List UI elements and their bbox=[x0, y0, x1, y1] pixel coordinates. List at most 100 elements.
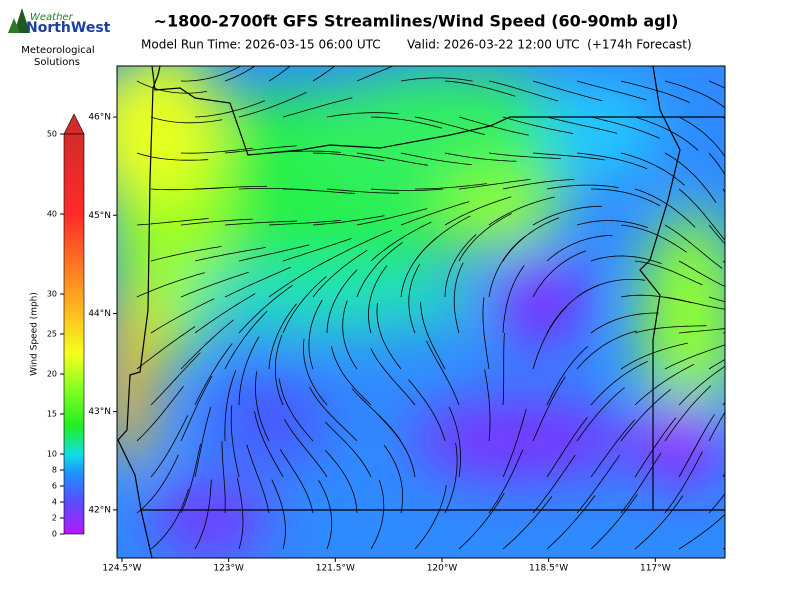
streamline bbox=[444, 234, 477, 298]
streamline bbox=[576, 454, 621, 514]
colorbar-tick-label: 8 bbox=[52, 466, 57, 475]
streamline bbox=[488, 236, 526, 298]
colorbar-label: Wind Speed (mph) bbox=[30, 292, 40, 376]
streamline bbox=[722, 472, 725, 478]
streamline bbox=[722, 401, 725, 406]
streamline bbox=[502, 116, 574, 134]
streamline bbox=[303, 339, 328, 406]
streamline bbox=[420, 301, 446, 370]
subtitle: Valid: 2026-03-22 12:00 UTC (+174h Forec… bbox=[407, 38, 692, 52]
streamline bbox=[634, 363, 695, 406]
streamline bbox=[194, 406, 212, 478]
colorbar-tick-label: 40 bbox=[47, 210, 57, 219]
streamline bbox=[444, 80, 516, 97]
streamline bbox=[194, 343, 233, 406]
streamline bbox=[532, 454, 576, 514]
streamline bbox=[546, 417, 588, 478]
streamline bbox=[664, 296, 725, 310]
streamline bbox=[275, 334, 284, 406]
streamline bbox=[180, 375, 213, 442]
streamline bbox=[342, 300, 358, 370]
map-frame bbox=[116, 65, 726, 559]
streamline bbox=[576, 279, 646, 298]
streamline bbox=[634, 325, 707, 334]
streamline bbox=[546, 495, 596, 550]
streamline bbox=[400, 201, 470, 226]
streamline bbox=[590, 361, 648, 406]
streamline bbox=[634, 417, 677, 478]
streamline bbox=[546, 116, 618, 134]
streamline bbox=[453, 262, 464, 334]
streamline bbox=[180, 443, 201, 514]
streamline bbox=[664, 80, 725, 109]
streamline bbox=[312, 215, 385, 226]
streamline bbox=[664, 344, 725, 370]
streamline bbox=[620, 452, 662, 514]
streamline bbox=[408, 379, 446, 442]
streamline bbox=[194, 247, 266, 262]
streamline bbox=[620, 152, 685, 186]
streamline bbox=[224, 220, 297, 226]
streamline bbox=[224, 266, 291, 298]
colorbar-tick-label: 20 bbox=[47, 370, 57, 379]
streamline bbox=[408, 263, 421, 334]
streamline bbox=[326, 188, 399, 194]
streamline bbox=[576, 330, 637, 370]
streamline bbox=[722, 188, 725, 194]
streamline bbox=[254, 411, 284, 478]
streamline bbox=[488, 152, 561, 159]
streamline bbox=[708, 80, 725, 89]
streamline bbox=[444, 442, 458, 514]
streamline bbox=[708, 411, 725, 442]
streamline bbox=[620, 224, 687, 253]
colorbar-tick-label: 6 bbox=[52, 482, 57, 491]
subtitle: Model Run Time: 2026-03-15 06:00 UTC bbox=[141, 38, 381, 52]
streamline bbox=[236, 477, 244, 550]
colorbar-tick-label: 50 bbox=[47, 130, 57, 139]
streamline bbox=[308, 299, 323, 370]
streamline bbox=[400, 77, 473, 82]
streamline bbox=[590, 493, 638, 550]
streamline bbox=[708, 224, 725, 245]
logo-line: Meteorological bbox=[21, 45, 94, 56]
y-tick-label: 45°N bbox=[88, 211, 111, 221]
colorbar-tick-label: 15 bbox=[47, 410, 57, 419]
streamline bbox=[414, 116, 485, 135]
streamline bbox=[590, 419, 636, 478]
colorbar-tick-label: 4 bbox=[52, 498, 57, 507]
logo-name: NorthWest bbox=[26, 20, 111, 36]
streamline bbox=[708, 296, 725, 303]
y-tick-label: 44°N bbox=[88, 309, 111, 319]
streamline bbox=[370, 479, 385, 550]
streamline bbox=[180, 218, 253, 226]
streamline bbox=[268, 258, 331, 298]
streamline bbox=[180, 319, 234, 370]
streamline bbox=[634, 116, 699, 151]
streamline bbox=[502, 408, 527, 478]
streamline bbox=[664, 385, 712, 442]
streamline bbox=[370, 188, 443, 191]
streamline bbox=[590, 116, 660, 139]
streamline bbox=[326, 269, 358, 334]
streamline bbox=[150, 246, 222, 262]
streamline bbox=[448, 406, 462, 478]
streamline bbox=[136, 326, 196, 370]
streamline bbox=[532, 152, 605, 161]
streamline bbox=[370, 348, 416, 406]
streamline bbox=[282, 238, 352, 262]
streamline bbox=[326, 229, 393, 262]
streamline bbox=[268, 66, 291, 82]
streamline bbox=[532, 250, 587, 298]
x-tick-label: 121.5°W bbox=[316, 564, 355, 574]
colorbar-tick-label: 10 bbox=[47, 450, 57, 459]
streamline bbox=[136, 385, 184, 442]
streamline bbox=[678, 513, 725, 550]
streamline bbox=[238, 244, 310, 262]
streamline bbox=[532, 306, 568, 370]
streamline bbox=[331, 346, 372, 406]
streamline bbox=[279, 449, 314, 514]
streamline bbox=[502, 496, 553, 550]
streamline bbox=[356, 66, 394, 82]
logo-top: Weather bbox=[30, 12, 74, 23]
